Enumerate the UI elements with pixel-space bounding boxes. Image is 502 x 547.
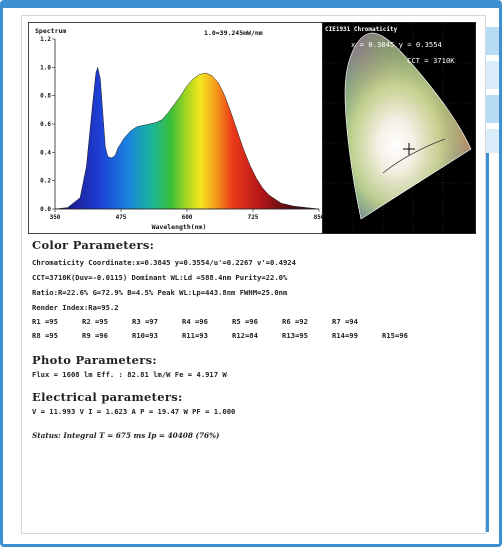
chromaticity-point-marker xyxy=(403,143,415,155)
test-report: Spectrum 1.0=39.245mW/nm 1.2 1.0 0.8 0.6 0.4… xyxy=(21,15,486,534)
render-values-row-2: R8 =95 R9 =96 R10=93 R11=93 R12=84 R13=9… xyxy=(32,329,480,343)
spectrum-plot: Spectrum 1.0=39.245mW/nm 1.2 1.0 0.8 0.6 0.4… xyxy=(35,27,325,231)
render-value: R6 =92 xyxy=(282,317,308,326)
render-values-row-1: R1 =95 R2 =95 R3 =97 R4 =96 R5 =96 R6 =9… xyxy=(32,315,480,329)
x-tick-label: 475 xyxy=(116,214,127,221)
x-tick-label: 725 xyxy=(248,214,259,221)
parameters-block: Color Parameters: Chromaticity Coordinat… xyxy=(32,238,480,440)
render-value: R15=96 xyxy=(382,331,408,340)
y-tick-label: 0.6 xyxy=(40,121,51,128)
y-tick-label: 0.2 xyxy=(40,178,51,185)
x-tick-label: 350 xyxy=(50,214,61,221)
render-value: R4 =96 xyxy=(182,317,208,326)
cie-title: CIE1931 Chromaticity xyxy=(325,26,398,33)
electrical-parameters-heading: Electrical parameters: xyxy=(32,390,183,404)
y-tick-label: 1.0 xyxy=(40,64,51,71)
top-stripe xyxy=(3,3,499,8)
spectrum-x-label: Wavelength(nm) xyxy=(152,223,207,231)
spectrum-chart: Spectrum 1.0=39.245mW/nm 1.2 1.0 0.8 0.6 0.4… xyxy=(28,22,330,234)
color-parameters-heading: Color Parameters: xyxy=(32,238,155,252)
render-value: R7 =94 xyxy=(332,317,358,326)
ratio-line: Ratio:R=22.6% G=72.9% B=4.5% Peak WL:Lp=… xyxy=(32,288,288,297)
electrical-line: V = 11.993 V I = 1.623 A P = 19.47 W PF … xyxy=(32,407,236,416)
render-index-line: Render Index:Ra=95.2 xyxy=(32,303,119,312)
render-value: R1 =95 xyxy=(32,317,58,326)
render-value: R3 =97 xyxy=(132,317,158,326)
x-tick-label: 600 xyxy=(182,214,193,221)
cie-coords: x = 0.3845 y = 0.3554 xyxy=(351,40,442,49)
spectrum-area xyxy=(54,66,320,210)
flux-line: Flux = 1608 lm Eff. : 82.81 lm/W Fe = 4.… xyxy=(32,370,227,379)
cie-cct: CCT = 3710K xyxy=(407,56,455,65)
cie-gamut xyxy=(345,32,471,219)
x-tick-label: 850 xyxy=(314,214,325,221)
render-value: R10=93 xyxy=(132,331,158,340)
render-value: R14=99 xyxy=(332,331,358,340)
render-value: R11=93 xyxy=(182,331,208,340)
render-value: R8 =95 xyxy=(32,331,58,340)
cie-diagram: CIE1931 Chromaticity x = 0.3845 y = 0.35… xyxy=(322,22,476,234)
status-line: Status: Integral T = 675 ms Ip = 40408 (… xyxy=(32,431,220,440)
spectrum-range-label: 1.0=39.245mW/nm xyxy=(204,29,263,37)
render-value: R9 =96 xyxy=(82,331,108,340)
render-value: R13=95 xyxy=(282,331,308,340)
chromaticity-line: Chromaticity Coordinate:x=0.3845 y=0.355… xyxy=(32,258,296,267)
render-value: R12=84 xyxy=(232,331,258,340)
cie-plot: CIE1931 Chromaticity x = 0.3845 y = 0.35… xyxy=(323,23,475,233)
render-value: R5 =96 xyxy=(232,317,258,326)
y-tick-label: 0.4 xyxy=(40,149,51,156)
y-tick-label: 0.8 xyxy=(40,93,51,100)
spectrum-title: Spectrum xyxy=(35,27,66,35)
y-tick-label: 1.2 xyxy=(40,36,51,43)
y-tick-label: 0.0 xyxy=(40,206,51,213)
render-value: R2 =95 xyxy=(82,317,108,326)
photo-parameters-heading: Photo Parameters: xyxy=(32,353,157,367)
cct-line: CCT=3710K(Duv=-0.0115) Dominant WL:Ld =5… xyxy=(32,273,288,282)
